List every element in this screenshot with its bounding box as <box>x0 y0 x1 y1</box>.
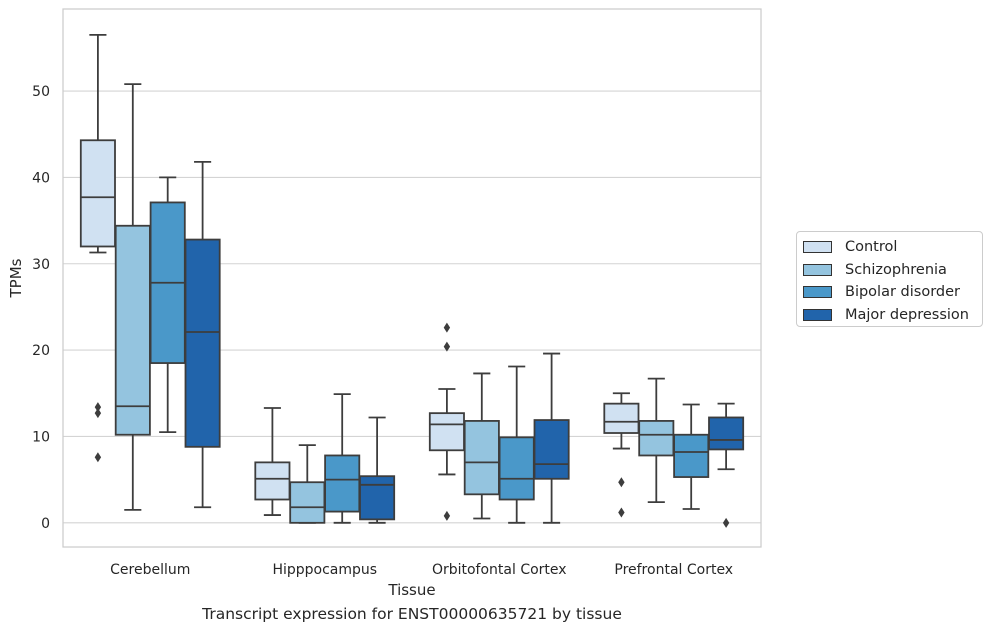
x-tick-label-orbitofontal-cortex: Orbitofontal Cortex <box>432 562 567 578</box>
x-tick-labels: Cerebellum Hipppocampus Orbitofontal Corte… <box>110 562 733 578</box>
box-iqr <box>673 433 710 478</box>
box-major-depression-2 <box>533 352 570 524</box>
box-iqr <box>638 420 675 457</box>
outlier-point-1 <box>618 507 625 518</box>
box-control-1 <box>254 407 291 516</box>
legend-swatch <box>803 308 832 321</box>
box-major-depression-3 <box>708 402 745 528</box>
box-iqr <box>79 139 116 248</box>
x-tick-label-cerebellum: Cerebellum <box>110 562 190 578</box>
chart-title: Transcript expression for ENST0000063572… <box>202 605 622 623</box>
box-bipolar-disorder-2 <box>498 365 535 524</box>
legend-swatch <box>803 286 832 299</box>
boxes <box>79 34 745 528</box>
box-control-2 <box>428 322 465 521</box>
box-iqr <box>533 419 570 480</box>
legend-label: Control <box>845 239 898 256</box>
x-tick-label-prefrontal-cortex: Prefrontal Cortex <box>614 562 733 578</box>
y-tick-label-0: 0 <box>41 516 50 532</box>
legend-label: Schizophrenia <box>845 261 947 278</box>
legend-item-bipolar-disorder: Bipolar disorder <box>803 281 982 304</box>
box-major-depression-1 <box>359 416 396 524</box>
y-tick-label-20: 20 <box>32 343 50 359</box>
box-bipolar-disorder-1 <box>324 393 361 524</box>
legend-item-control: Control <box>803 236 982 259</box>
outlier-point-1 <box>443 341 451 352</box>
outlier-point-1 <box>94 408 102 419</box>
box-bipolar-disorder-3 <box>673 403 710 510</box>
box-schizophrenia-2 <box>463 372 500 520</box>
legend-swatch <box>803 263 832 276</box>
legend: Control Schizophrenia Bipolar disorder Majo… <box>796 231 983 327</box>
box-iqr <box>359 475 396 521</box>
box-iqr <box>463 420 500 496</box>
box-bipolar-disorder-0 <box>149 176 186 434</box>
box-iqr <box>184 238 221 448</box>
y-tick-labels: 0 10 20 30 40 50 <box>32 84 50 532</box>
box-iqr <box>114 224 151 436</box>
box-iqr <box>254 461 291 501</box>
box-iqr <box>708 416 745 451</box>
y-tick-label-30: 30 <box>32 257 50 273</box>
box-schizophrenia-3 <box>638 377 675 503</box>
legend-swatch <box>803 241 832 254</box>
box-iqr <box>428 412 465 452</box>
box-iqr <box>603 402 640 434</box>
outlier-point-2 <box>94 452 102 463</box>
outlier-point-0 <box>618 477 625 488</box>
legend-label: Major depression <box>845 306 969 323</box>
box-control-3 <box>603 392 640 518</box>
y-tick-label-40: 40 <box>32 170 50 186</box>
box-iqr <box>324 454 361 513</box>
box-schizophrenia-0 <box>114 83 151 511</box>
legend-item-major-depression: Major depression <box>803 304 982 327</box>
box-iqr <box>498 436 535 501</box>
outlier-point-2 <box>443 510 451 521</box>
outlier-point-0 <box>443 322 451 333</box>
y-tick-label-50: 50 <box>32 84 50 100</box>
outlier-point-0 <box>722 517 730 528</box>
y-tick-label-10: 10 <box>32 429 50 445</box>
legend-label: Bipolar disorder <box>845 284 960 301</box>
box-iqr <box>289 481 326 524</box>
box-major-depression-0 <box>184 160 221 509</box>
plot-area-frame <box>62 8 762 548</box>
x-tick-label-hipppocampus: Hipppocampus <box>272 562 377 578</box>
box-schizophrenia-1 <box>289 444 326 524</box>
outlier-point-0 <box>94 402 102 413</box>
legend-item-schizophrenia: Schizophrenia <box>803 259 982 282</box>
x-axis-label: Tissue <box>387 581 435 599</box>
y-axis-label: TPMs <box>7 258 25 298</box>
box-control-0 <box>79 34 116 463</box>
